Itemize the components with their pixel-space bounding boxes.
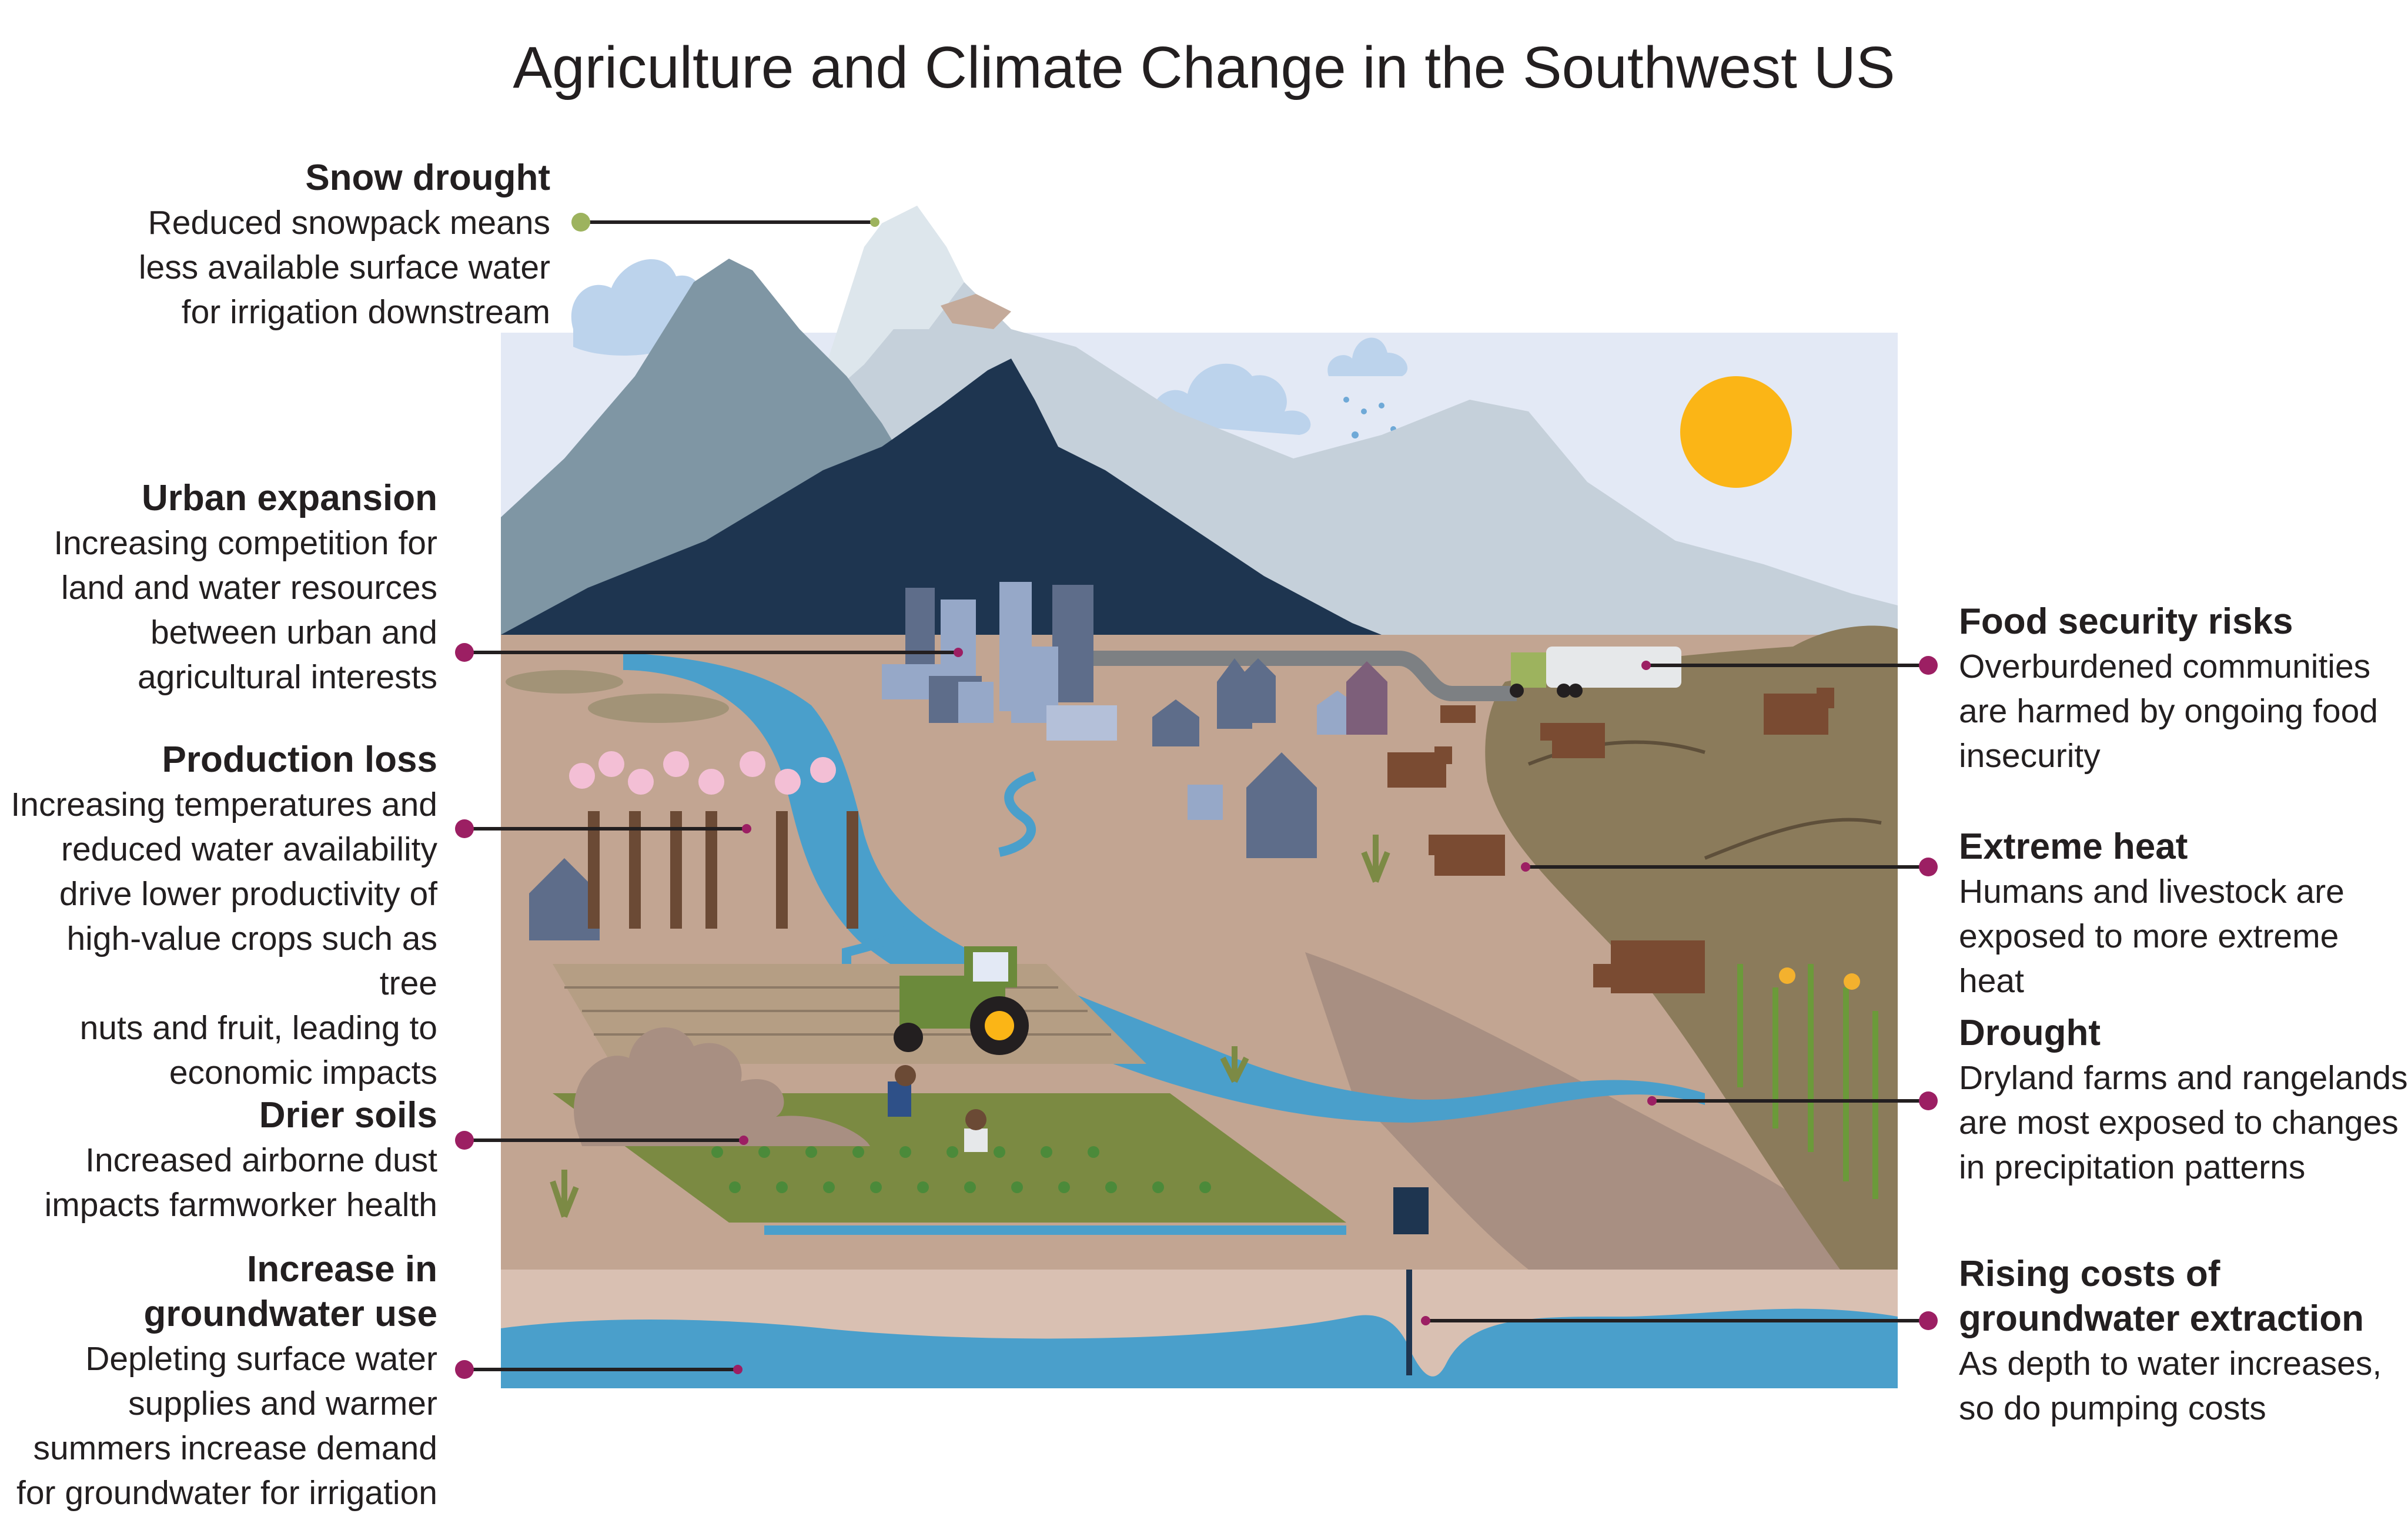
extreme-heat-callout: Extreme heat Humans and livestock are ex…: [1959, 825, 2408, 1003]
groundwater-use-heading: Increase in groundwater use: [143, 1249, 437, 1334]
dust-cloud: [574, 1027, 870, 1146]
cloud-center: [1151, 363, 1311, 435]
tan-peak: [941, 294, 1011, 329]
river: [623, 652, 1705, 1123]
cloud-small: [1327, 337, 1408, 376]
well: [1188, 785, 1223, 820]
groundwater-costs-callout: Rising costs of groundwater extraction A…: [1959, 1252, 2382, 1431]
aquifer: [501, 1308, 1898, 1388]
farmworkers: [888, 1065, 988, 1152]
field-patch: [588, 694, 729, 723]
sun: [1680, 376, 1792, 488]
extreme-heat-heading: Extreme heat: [1959, 826, 2188, 867]
mountain-dark: [501, 359, 1411, 647]
urban-expansion-heading: Urban expansion: [142, 478, 437, 518]
groundwater-use-body: Depleting surface water supplies and war…: [16, 1340, 437, 1512]
irrigation-pipe: [764, 1225, 1346, 1235]
urban-expansion-marker: [455, 643, 474, 662]
callout-markers: [455, 213, 1938, 1379]
urban-expansion-callout: Urban expansion Increasing competition f…: [53, 476, 437, 699]
drought-body: Dryland farms and rangelands are most ex…: [1959, 1059, 2408, 1186]
snow-drought-heading: Snow drought: [305, 158, 550, 198]
road: [1082, 651, 1517, 701]
food-security-callout: Food security risks Overburdened communi…: [1959, 600, 2378, 778]
food-security-marker: [1919, 656, 1938, 675]
crop-seedlings: [711, 1146, 1211, 1193]
hill-contour-2: [1704, 818, 1882, 860]
stream-left: [842, 925, 929, 975]
stream-side: [998, 771, 1036, 857]
truck: [1510, 647, 1681, 698]
corn-tassels: [1779, 967, 1860, 990]
shrubs: [550, 835, 1390, 1218]
corn-plants: [1737, 964, 1878, 1199]
drier-soils-marker: [455, 1131, 474, 1150]
snow-drought-body: Reduced snowpack means less available su…: [138, 204, 550, 331]
drought-marker: [1919, 1091, 1938, 1110]
tractor: [894, 946, 1029, 1055]
orchard-trees: [569, 751, 858, 929]
groundwater-costs-heading: Rising costs of groundwater extraction: [1959, 1254, 2364, 1339]
groundwater-use-callout: Increase in groundwater use Depleting su…: [16, 1247, 437, 1515]
city-buildings: [882, 582, 1117, 741]
production-loss-body: Increasing temperatures and reduced wate…: [11, 786, 437, 1091]
cattle: [1387, 688, 1834, 993]
drier-soils-callout: Drier soils Increased airborne dust impa…: [45, 1093, 437, 1227]
houses: [529, 658, 1387, 940]
production-loss-marker: [455, 819, 474, 838]
extreme-heat-body: Humans and livestock are exposed to more…: [1959, 873, 2345, 1000]
drought-heading: Drought: [1959, 1013, 2101, 1053]
snow-drought-callout: Snow drought Reduced snowpack means less…: [139, 156, 550, 334]
field-patch: [506, 670, 623, 694]
snow-cap: [811, 206, 964, 411]
extreme-heat-marker: [1919, 858, 1938, 876]
drier-soils-body: Increased airborne dust impacts farmwork…: [44, 1141, 437, 1224]
ground-dark-slope: [1305, 952, 1898, 1270]
pump-box: [1393, 1187, 1429, 1234]
snow-drought-endpoint: [870, 217, 879, 227]
snow-drought-marker: [571, 213, 590, 232]
groundwater-use-marker: [455, 1360, 474, 1379]
production-loss-callout: Production loss Increasing temperatures …: [0, 738, 437, 1095]
food-security-body: Overburdened communities are harmed by o…: [1959, 648, 2379, 775]
food-security-heading: Food security risks: [1959, 601, 2293, 642]
drier-soils-heading: Drier soils: [259, 1095, 437, 1136]
callout-lines: [464, 220, 1928, 1371]
drought-callout: Drought Dryland farms and rangelands are…: [1959, 1011, 2408, 1190]
page-title: Agriculture and Climate Change in the So…: [513, 35, 1895, 101]
production-loss-heading: Production loss: [162, 739, 437, 780]
hill-contour: [1527, 740, 1705, 766]
groundwater-costs-marker: [1919, 1311, 1938, 1330]
urban-expansion-body: Increasing competition for land and wate…: [53, 524, 437, 696]
well-pipe: [1406, 1270, 1412, 1375]
groundwater-costs-body: As depth to water increases, so do pumpi…: [1959, 1345, 2382, 1427]
